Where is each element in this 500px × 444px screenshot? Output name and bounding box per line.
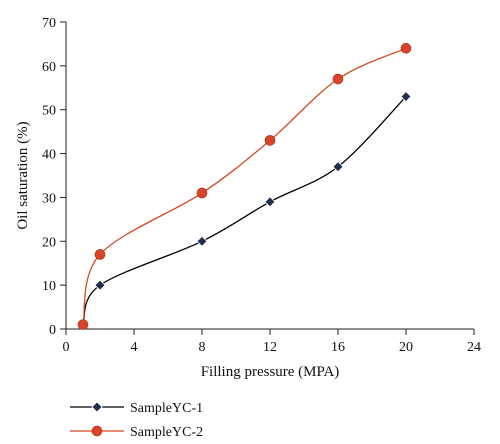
x-tick-label: 4	[131, 340, 138, 355]
data-point-sampleyc-2	[77, 319, 89, 330]
y-tick-label: 70	[42, 16, 56, 31]
data-point-sampleyc-1	[94, 279, 106, 291]
series-line-sampleyc-1	[82, 96, 407, 325]
data-point-sampleyc-2	[94, 249, 106, 260]
x-tick-label: 12	[263, 340, 277, 355]
y-tick-label: 10	[42, 279, 56, 294]
legend-item-sampleyc-2: SampleYC-2	[70, 425, 203, 440]
plot-area	[77, 43, 412, 331]
y-tick-label: 30	[42, 191, 56, 206]
y-tick-label: 40	[42, 148, 56, 163]
data-point-sampleyc-2	[332, 73, 344, 85]
x-tick-label: 8	[199, 340, 206, 355]
data-point-sampleyc-1	[332, 161, 344, 173]
legend-item-sampleyc-1: SampleYC-1	[70, 401, 203, 416]
data-point-sampleyc-1	[264, 196, 276, 208]
x-tick-label: 20	[399, 340, 413, 355]
data-point-sampleyc-1	[400, 90, 412, 103]
y-tick-label: 20	[42, 235, 56, 250]
legend-label-sampleyc-2: SampleYC-2	[130, 425, 203, 440]
legend-label-sampleyc-1: SampleYC-1	[130, 401, 203, 416]
data-point-sampleyc-2	[400, 43, 412, 54]
legend-marker-diamond	[91, 401, 103, 413]
series-sampleyc-1	[77, 90, 412, 331]
x-tick-label: 24	[467, 340, 481, 355]
series-line-sampleyc-2	[82, 47, 407, 325]
series-sampleyc-2	[77, 43, 412, 330]
y-tick-label: 50	[42, 104, 56, 119]
legend-marker-circle	[91, 425, 103, 437]
data-point-sampleyc-1	[196, 235, 208, 247]
y-tick-label: 60	[42, 60, 56, 75]
y-axis-title: Oil saturation (%)	[15, 121, 31, 229]
x-tick-label: 0	[63, 340, 70, 355]
y-tick-label: 0	[49, 323, 56, 338]
data-point-sampleyc-2	[264, 135, 276, 146]
x-axis-ticks: 0 4 8 12 16 20 24	[63, 329, 481, 355]
legend: SampleYC-1 SampleYC-2	[70, 401, 203, 440]
x-tick-label: 16	[331, 340, 345, 355]
data-point-sampleyc-2	[196, 187, 208, 199]
axes	[65, 22, 474, 330]
x-axis-title: Filling pressure (MPA)	[201, 364, 340, 380]
y-axis-ticks: 0 10 20 30 40 50 60 70	[42, 16, 66, 338]
